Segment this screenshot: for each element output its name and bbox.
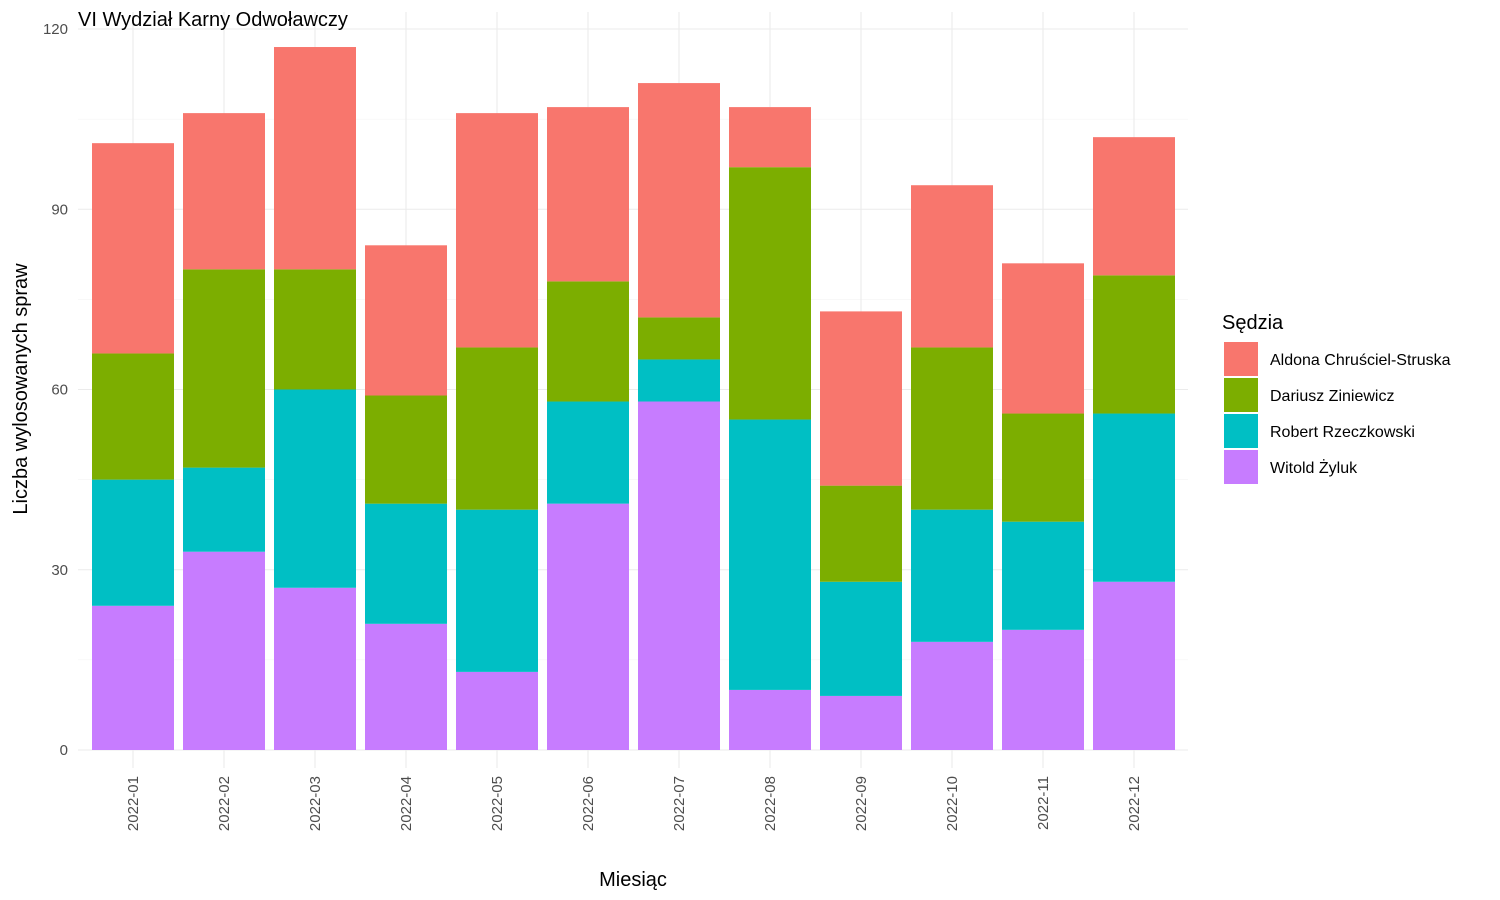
bar-segment: [92, 143, 174, 354]
bar-segment: [456, 347, 538, 510]
bar-segment: [183, 113, 265, 270]
bar-segment: [365, 245, 447, 396]
x-tick-label: 2022-08: [762, 776, 779, 831]
bar-segment: [92, 605, 174, 750]
x-tick-label: 2022-04: [398, 776, 415, 831]
y-axis-title: Liczba wylosowanych spraw: [10, 263, 32, 515]
bar-segment: [365, 503, 447, 624]
bar-segment: [1093, 137, 1175, 276]
bar-segment: [183, 269, 265, 468]
legend-label: Robert Rzeczkowski: [1270, 424, 1415, 441]
bar-segment: [729, 689, 811, 750]
bar-segment: [638, 317, 720, 360]
bars: [92, 47, 1175, 750]
bar-segment: [1002, 521, 1084, 630]
bar-segment: [638, 83, 720, 318]
x-axis-ticks: 2022-01 2022-02 2022-03 2022-04 2022-05 2022-…: [125, 776, 1143, 831]
y-tick-label: 60: [51, 382, 68, 399]
legend-label: Witold Żyluk: [1270, 458, 1358, 477]
bar-segment: [911, 185, 993, 348]
bar-segment: [456, 509, 538, 672]
x-tick-label: 2022-03: [307, 776, 324, 831]
y-tick-label: 0: [60, 742, 68, 759]
legend-label: Dariusz Ziniewicz: [1270, 388, 1394, 405]
bar-segment: [729, 167, 811, 420]
bar-segment: [1002, 629, 1084, 750]
bar-segment: [1002, 413, 1084, 522]
x-tick-label: 2022-06: [580, 776, 597, 831]
bar-segment: [547, 281, 629, 402]
x-tick-label: 2022-09: [853, 776, 870, 831]
bar-segment: [911, 509, 993, 642]
x-tick-label: 2022-12: [1126, 776, 1143, 831]
bar-segment: [820, 311, 902, 486]
bar-segment: [820, 485, 902, 582]
bar-segment: [638, 401, 720, 750]
y-tick-label: 30: [51, 562, 68, 579]
bar-segment: [274, 389, 356, 588]
bar-segment: [456, 113, 538, 348]
bar-segment: [365, 395, 447, 504]
x-tick-label: 2022-11: [1035, 776, 1052, 830]
bar-segment: [365, 623, 447, 750]
x-tick-label: 2022-10: [944, 776, 961, 831]
bar-segment: [183, 551, 265, 750]
x-axis-title: Miesiąc: [599, 869, 667, 891]
bar-segment: [92, 479, 174, 606]
legend-swatch: [1224, 450, 1258, 484]
x-tick-label: 2022-05: [489, 776, 506, 831]
bar-segment: [547, 503, 629, 750]
legend: Sędzia Aldona Chruściel-Struska Dariusz Z…: [1222, 312, 1451, 484]
legend-swatch: [1224, 342, 1258, 376]
bar-segment: [638, 359, 720, 402]
bar-segment: [729, 107, 811, 168]
y-tick-label: 90: [51, 201, 68, 218]
bar-segment: [911, 347, 993, 510]
legend-swatch: [1224, 378, 1258, 412]
bar-segment: [456, 671, 538, 750]
bar-segment: [729, 419, 811, 690]
legend-swatch: [1224, 414, 1258, 448]
bar-segment: [1093, 581, 1175, 750]
legend-title: Sędzia: [1222, 312, 1284, 334]
x-tick-label: 2022-07: [671, 776, 688, 831]
bar-segment: [547, 107, 629, 282]
bar-segment: [274, 47, 356, 270]
bar-segment: [1002, 263, 1084, 414]
chart-title: VI Wydział Karny Odwoławczy: [78, 9, 348, 31]
bar-segment: [911, 641, 993, 750]
bar-segment: [1093, 413, 1175, 582]
bar-segment: [1093, 275, 1175, 414]
bar-segment: [274, 587, 356, 750]
bar-segment: [92, 353, 174, 480]
bar-segment: [274, 269, 356, 390]
x-tick-label: 2022-01: [125, 776, 142, 831]
bar-segment: [820, 581, 902, 696]
bar-segment: [183, 467, 265, 552]
x-tick-label: 2022-02: [216, 776, 233, 831]
bar-segment: [820, 695, 902, 750]
y-tick-label: 120: [43, 21, 68, 38]
legend-label: Aldona Chruściel-Struska: [1270, 352, 1451, 369]
y-axis-ticks: 0 30 60 90 120: [43, 21, 68, 759]
bar-segment: [547, 401, 629, 504]
